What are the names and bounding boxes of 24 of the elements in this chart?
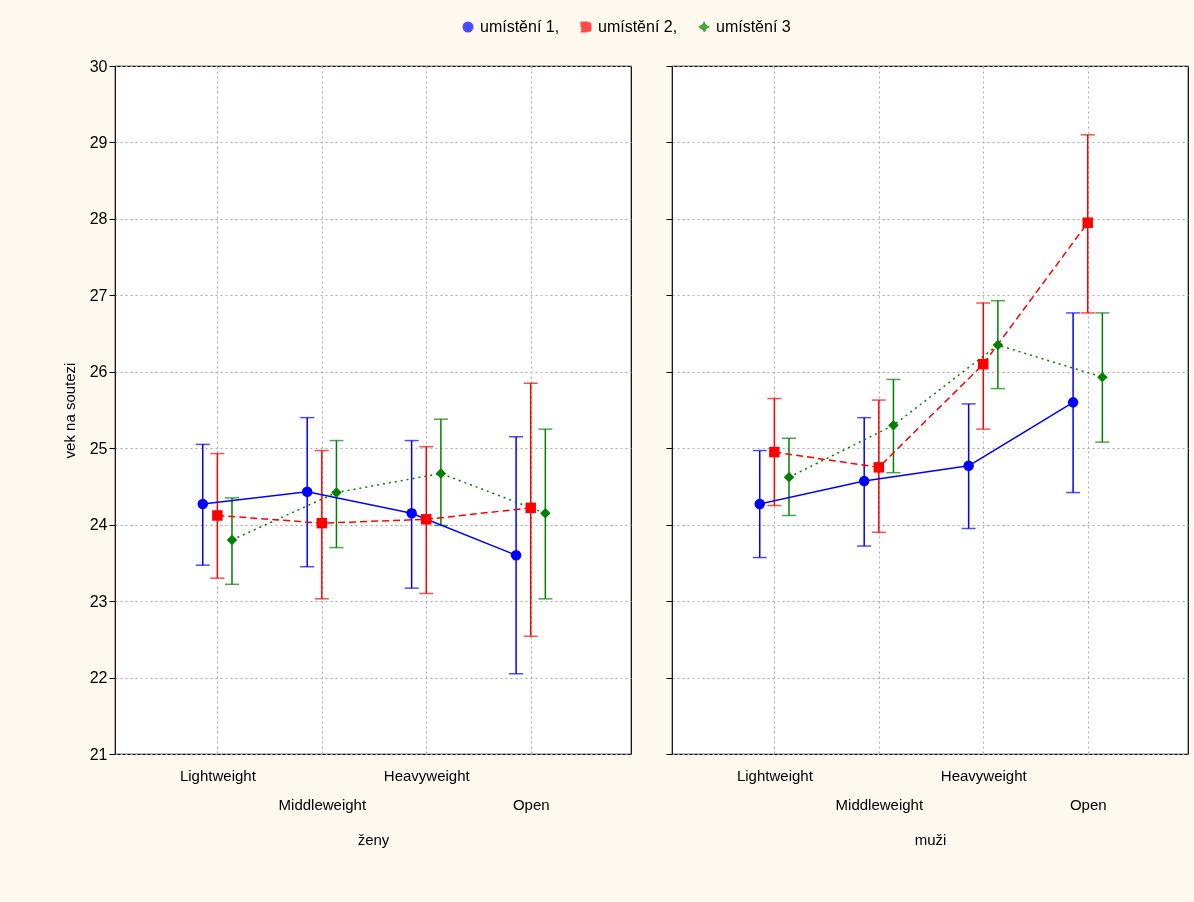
x-tick-label: Middleweight: [835, 795, 924, 813]
y-tick-label: 21: [89, 745, 108, 763]
x-tick-label: Lightweight: [179, 766, 257, 784]
y-tick-label: 28: [89, 210, 108, 228]
legend-label: umístění 2,: [598, 18, 678, 35]
x-tick-label: Heavyweight: [940, 766, 1028, 784]
y-tick-label: 24: [89, 516, 108, 534]
x-axis-title: muži: [914, 830, 947, 848]
legend-label: umístění 1,: [480, 18, 560, 35]
y-tick-label: 29: [89, 133, 108, 151]
y-tick-label: 26: [89, 363, 108, 381]
y-tick-label: 25: [89, 439, 108, 457]
x-tick-label: Open: [1069, 795, 1107, 813]
y-axis-title: vek na soutezi: [60, 362, 78, 459]
x-tick-label: Lightweight: [736, 766, 814, 784]
y-tick-label: 27: [89, 286, 108, 304]
x-tick-label: Middleweight: [278, 795, 367, 813]
y-tick-label: 23: [89, 592, 108, 610]
legend-label: umístění 3: [716, 18, 791, 35]
y-tick-label: 22: [89, 669, 108, 687]
y-tick-label: 30: [89, 57, 108, 75]
x-axis-title: ženy: [357, 830, 390, 848]
x-tick-label: Open: [512, 795, 550, 813]
x-tick-label: Heavyweight: [383, 766, 471, 784]
